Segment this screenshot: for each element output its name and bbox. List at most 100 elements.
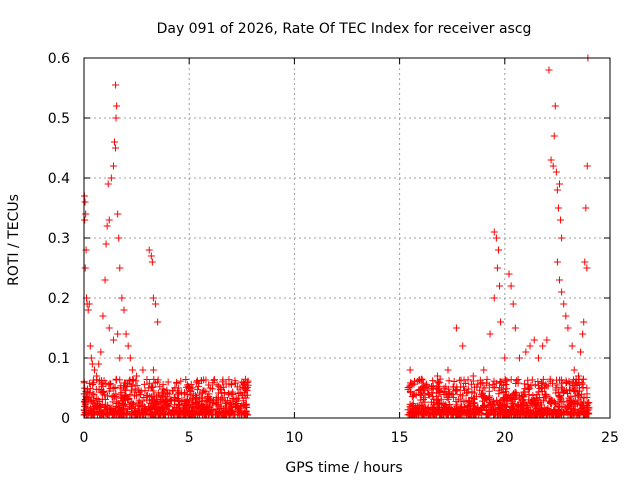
data-point xyxy=(233,401,241,409)
data-point xyxy=(97,388,105,396)
data-point xyxy=(145,403,153,411)
data-point xyxy=(89,397,97,405)
data-point xyxy=(206,404,214,412)
data-point xyxy=(193,378,201,386)
x-tick-label: 10 xyxy=(285,430,303,446)
data-point xyxy=(429,384,437,392)
data-point xyxy=(143,375,151,383)
data-point xyxy=(580,402,588,410)
data-point xyxy=(96,404,104,412)
data-point xyxy=(487,400,495,408)
data-point xyxy=(240,379,248,387)
data-point xyxy=(140,380,148,388)
data-point xyxy=(117,382,125,390)
data-point xyxy=(438,407,446,415)
data-point xyxy=(501,375,509,383)
data-point xyxy=(531,401,539,409)
data-point xyxy=(496,378,504,386)
data-point xyxy=(540,411,548,419)
data-point xyxy=(81,399,89,407)
data-point xyxy=(140,411,148,419)
data-point xyxy=(461,408,469,416)
y-tick-label: 0.5 xyxy=(48,111,70,127)
data-point xyxy=(490,294,498,302)
data-point xyxy=(126,354,134,362)
data-point xyxy=(528,396,536,404)
data-point xyxy=(541,391,549,399)
data-point xyxy=(194,386,202,394)
data-point xyxy=(583,384,591,392)
data-point xyxy=(546,375,554,383)
data-point xyxy=(207,411,215,419)
data-point xyxy=(480,404,488,412)
data-point xyxy=(534,354,542,362)
data-point xyxy=(572,379,580,387)
data-point xyxy=(458,403,466,411)
data-point xyxy=(435,386,443,394)
data-point xyxy=(238,378,246,386)
data-point xyxy=(547,156,555,164)
x-tick-label: 15 xyxy=(391,430,409,446)
data-point xyxy=(114,210,122,218)
data-point xyxy=(134,399,142,407)
data-point xyxy=(81,406,89,414)
data-point xyxy=(450,383,458,391)
data-point xyxy=(439,400,447,408)
data-point xyxy=(404,384,412,392)
data-point xyxy=(105,381,113,389)
data-point xyxy=(103,222,111,230)
data-point xyxy=(112,81,120,89)
data-point xyxy=(193,403,201,411)
data-point xyxy=(505,270,513,278)
data-point xyxy=(100,377,108,385)
data-point xyxy=(492,234,500,242)
data-point xyxy=(149,366,157,374)
data-point xyxy=(410,380,418,388)
data-point xyxy=(422,404,430,412)
data-point xyxy=(542,392,550,400)
data-point xyxy=(491,384,499,392)
data-point xyxy=(505,391,513,399)
data-point xyxy=(175,384,183,392)
data-point xyxy=(170,411,178,419)
y-tick-label: 0.3 xyxy=(48,231,70,247)
data-point xyxy=(560,398,568,406)
data-point xyxy=(510,404,518,412)
data-point xyxy=(585,399,593,407)
data-point xyxy=(573,409,581,417)
data-point xyxy=(452,404,460,412)
data-point xyxy=(89,381,97,389)
data-point xyxy=(417,385,425,393)
data-point xyxy=(476,376,484,384)
data-point xyxy=(165,403,173,411)
data-point xyxy=(173,379,181,387)
data-point xyxy=(469,372,477,380)
data-point xyxy=(564,411,572,419)
data-point xyxy=(104,401,112,409)
data-point xyxy=(181,410,189,418)
data-point xyxy=(124,342,132,350)
data-point xyxy=(117,411,125,419)
data-point xyxy=(553,258,561,266)
data-point xyxy=(429,377,437,385)
data-point xyxy=(82,210,90,218)
data-point xyxy=(180,389,188,397)
data-point xyxy=(182,375,190,383)
data-point xyxy=(87,393,95,401)
data-point xyxy=(127,400,135,408)
data-point xyxy=(556,396,564,404)
data-point xyxy=(101,276,109,284)
data-point xyxy=(124,380,132,388)
data-point xyxy=(89,376,97,384)
data-point xyxy=(518,396,526,404)
data-point xyxy=(558,288,566,296)
data-point xyxy=(238,391,246,399)
data-point xyxy=(133,382,141,390)
data-point xyxy=(105,324,113,332)
data-point xyxy=(128,403,136,411)
data-point xyxy=(192,404,200,412)
data-point xyxy=(169,407,177,415)
data-point xyxy=(526,342,534,350)
data-point xyxy=(454,395,462,403)
data-point xyxy=(84,306,92,314)
